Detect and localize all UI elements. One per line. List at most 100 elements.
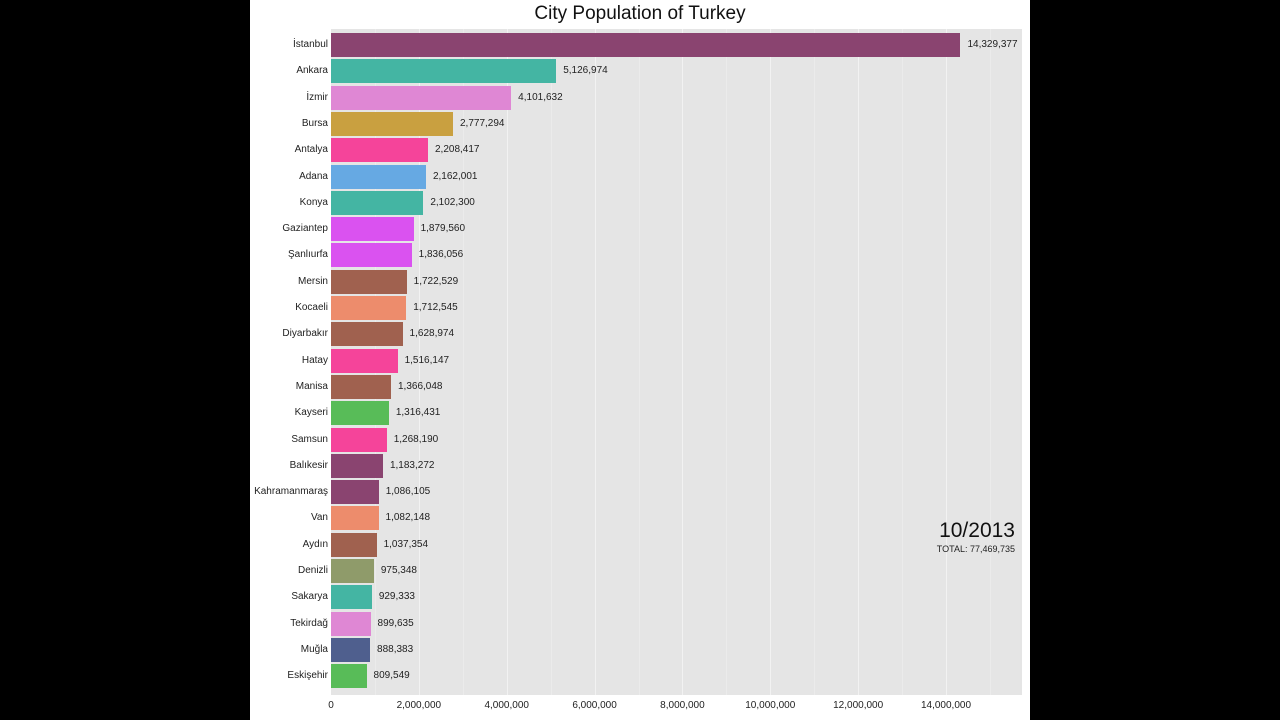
category-label: Diyarbakır bbox=[282, 328, 328, 340]
x-tick-label: 6,000,000 bbox=[572, 700, 617, 711]
x-tick-label: 0 bbox=[328, 700, 334, 711]
bar-row: Balıkesir 1,183,272 bbox=[290, 453, 1022, 478]
category-label: Muğla bbox=[300, 643, 328, 655]
value-label: 1,836,056 bbox=[418, 249, 464, 261]
bar-row: Gaziantep 1,879,560 bbox=[282, 217, 1022, 242]
bar-row: Van 1,082,148 bbox=[311, 506, 1022, 531]
bar bbox=[331, 480, 379, 505]
bar bbox=[331, 243, 412, 268]
value-label: 2,208,417 bbox=[435, 144, 480, 156]
category-label: Eskişehir bbox=[287, 670, 328, 682]
gridline bbox=[770, 29, 772, 695]
bar bbox=[331, 611, 371, 636]
bar-row: Mersin 1,722,529 bbox=[298, 269, 1022, 294]
category-label: Van bbox=[310, 512, 328, 524]
value-label: 14,329,377 bbox=[967, 39, 1018, 50]
value-label: 888,383 bbox=[377, 643, 414, 655]
x-tick-label: 2,000,000 bbox=[396, 700, 442, 711]
bar-row: Samsun 1,268,190 bbox=[291, 427, 1022, 452]
bar bbox=[331, 296, 407, 320]
category-label: Antalya bbox=[294, 144, 328, 156]
category-label: Hatay bbox=[301, 354, 328, 366]
gridline bbox=[594, 29, 596, 695]
bar bbox=[331, 33, 961, 57]
value-label: 1,366,048 bbox=[398, 380, 443, 392]
bar-row: Sakarya 929,333 bbox=[291, 585, 1022, 610]
category-label: Tekirdağ bbox=[290, 617, 328, 629]
bar bbox=[331, 427, 387, 452]
bar-row: Adana 2,162,001 bbox=[299, 164, 1022, 189]
value-label: 2,777,294 bbox=[460, 117, 505, 129]
bar bbox=[331, 453, 383, 478]
bar bbox=[331, 637, 371, 662]
bar bbox=[331, 138, 428, 163]
chart-title: City Population of Turkey bbox=[534, 3, 746, 24]
value-label: 5,126,974 bbox=[563, 65, 608, 77]
bar-row: Antalya 2,208,417 bbox=[295, 138, 1022, 163]
category-label: İstanbul bbox=[292, 39, 328, 50]
bar-row: Bursa 2,777,294 bbox=[302, 111, 1022, 136]
bar-row: İzmir 4,101,632 bbox=[306, 85, 1022, 110]
bar bbox=[331, 269, 407, 294]
category-label: Kocaeli bbox=[295, 302, 328, 313]
bar-row: Manisa 1,366,048 bbox=[296, 374, 1022, 399]
value-label: 899,635 bbox=[377, 617, 414, 629]
bar-row: Eskişehir 809,549 bbox=[287, 664, 1022, 689]
bar bbox=[331, 59, 557, 84]
bar bbox=[331, 664, 367, 689]
x-tick-label: 10,000,000 bbox=[745, 700, 796, 711]
value-label: 1,628,974 bbox=[409, 328, 455, 340]
gridline bbox=[858, 29, 860, 695]
bar-row: Aydın 1,037,354 bbox=[303, 532, 1022, 557]
bar bbox=[331, 585, 372, 610]
x-tick-label: 8,000,000 bbox=[660, 700, 705, 711]
total-label: TOTAL: 77,469,735 bbox=[936, 544, 1015, 554]
bar bbox=[331, 164, 426, 189]
gridline bbox=[814, 29, 816, 695]
bar bbox=[331, 111, 453, 136]
bar-row: Konya 2,102,300 bbox=[300, 190, 1022, 215]
category-label: Manisa bbox=[295, 380, 328, 392]
bar bbox=[331, 217, 414, 242]
category-label: Konya bbox=[299, 196, 328, 208]
value-label: 1,722,529 bbox=[413, 275, 459, 287]
gridline bbox=[946, 29, 947, 695]
bar bbox=[331, 348, 398, 373]
gridline bbox=[418, 29, 420, 695]
bar-row: Tekirdağ 899,635 bbox=[290, 611, 1022, 636]
value-label: 1,316,431 bbox=[395, 407, 441, 419]
x-tick-label: 4,000,000 bbox=[484, 700, 529, 711]
value-label: 1,879,560 bbox=[420, 223, 466, 235]
bar-row: Denizli 975,348 bbox=[298, 559, 1022, 583]
category-label: Kahramanmaraş bbox=[254, 486, 328, 498]
bar bbox=[331, 374, 391, 399]
bar bbox=[331, 559, 374, 583]
value-label: 2,162,001 bbox=[432, 170, 478, 182]
category-label: Kayseri bbox=[294, 407, 328, 419]
category-label: Aydın bbox=[302, 538, 328, 550]
gridline bbox=[726, 29, 728, 695]
bar bbox=[331, 322, 403, 347]
bar-row: Ankara 5,126,974 bbox=[296, 59, 1022, 84]
bar bbox=[331, 401, 389, 426]
gridline bbox=[638, 29, 640, 695]
value-label: 1,712,545 bbox=[413, 302, 458, 313]
bar-row: Hatay 1,516,147 bbox=[302, 348, 1022, 373]
bar-row: Kayseri 1,316,431 bbox=[295, 401, 1022, 426]
category-label: Samsun bbox=[291, 433, 328, 445]
gridline bbox=[506, 29, 508, 695]
gridline bbox=[989, 29, 991, 695]
category-label: Şanlıurfa bbox=[287, 249, 328, 261]
bar bbox=[331, 506, 379, 531]
bar-row: Diyarbakır 1,628,974 bbox=[282, 322, 1022, 347]
bar-row: Muğla 888,383 bbox=[301, 637, 1022, 662]
bar-row: Şanlıurfa 1,836,056 bbox=[288, 243, 1022, 268]
chart-canvas: City Population of Turkey İstanbul 14,329… bbox=[250, 0, 1030, 720]
category-label: Balıkesir bbox=[289, 459, 328, 471]
gridline bbox=[902, 29, 904, 695]
category-label: Bursa bbox=[301, 117, 328, 129]
x-tick-label: 12,000,000 bbox=[833, 700, 884, 711]
bar bbox=[331, 85, 512, 110]
value-label: 1,086,105 bbox=[385, 486, 431, 498]
bar-row: Kahramanmaraş 1,086,105 bbox=[254, 480, 1022, 505]
